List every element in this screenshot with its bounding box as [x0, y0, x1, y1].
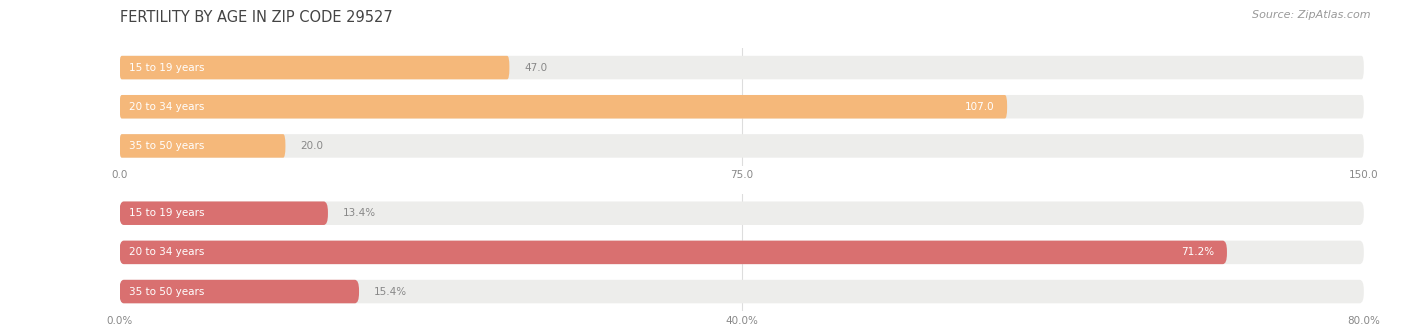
Text: 35 to 50 years: 35 to 50 years [129, 287, 205, 297]
Text: 107.0: 107.0 [965, 102, 994, 112]
Text: 20 to 34 years: 20 to 34 years [129, 102, 205, 112]
FancyBboxPatch shape [120, 280, 359, 303]
FancyBboxPatch shape [120, 241, 1364, 264]
FancyBboxPatch shape [120, 202, 328, 225]
FancyBboxPatch shape [120, 134, 1364, 158]
FancyBboxPatch shape [120, 56, 509, 79]
Text: 47.0: 47.0 [524, 63, 547, 72]
Text: 15 to 19 years: 15 to 19 years [129, 208, 205, 218]
FancyBboxPatch shape [120, 241, 1227, 264]
Text: 71.2%: 71.2% [1181, 247, 1215, 258]
FancyBboxPatch shape [120, 56, 1364, 79]
FancyBboxPatch shape [120, 95, 1364, 118]
FancyBboxPatch shape [120, 202, 1364, 225]
Text: 20.0: 20.0 [301, 141, 323, 151]
FancyBboxPatch shape [120, 134, 285, 158]
Text: 15.4%: 15.4% [374, 287, 408, 297]
Text: Source: ZipAtlas.com: Source: ZipAtlas.com [1253, 10, 1371, 20]
FancyBboxPatch shape [120, 95, 1007, 118]
Text: 20 to 34 years: 20 to 34 years [129, 247, 205, 258]
FancyBboxPatch shape [120, 280, 1364, 303]
Text: 13.4%: 13.4% [343, 208, 375, 218]
Text: 35 to 50 years: 35 to 50 years [129, 141, 205, 151]
Text: FERTILITY BY AGE IN ZIP CODE 29527: FERTILITY BY AGE IN ZIP CODE 29527 [120, 10, 392, 25]
Text: 15 to 19 years: 15 to 19 years [129, 63, 205, 72]
